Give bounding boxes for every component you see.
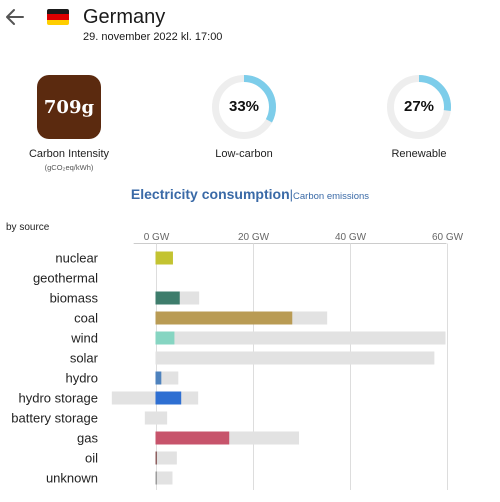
carbon-intensity-label: Carbon Intensity (28, 148, 110, 160)
carbon-intensity-unit: (gCO₂eq/kWh) (44, 163, 94, 172)
datetime: 29. november 2022 kl. 17:00 (83, 31, 223, 43)
tick-label: 20 GW (238, 232, 270, 243)
capacity-bar (111, 391, 199, 405)
source-label-hydro-storage: hydro storage (19, 391, 99, 406)
consumption-chart: 0 GW 20 GW 40 GW 60 GW nuclear geothermal biom… (11, 232, 464, 490)
tick-label: 60 GW (432, 232, 464, 243)
source-label-geothermal: geothermal (33, 271, 98, 286)
carbon-intensity-value: 709g (43, 96, 95, 118)
production-bar (155, 391, 182, 405)
source-label-hydro: hydro (65, 371, 98, 386)
source-label-battery-storage: battery storage (11, 411, 98, 426)
production-bar (155, 331, 175, 345)
source-label-gas: gas (77, 431, 98, 446)
chart-tabs: Electricity consumption|Carbon emissions (0, 186, 500, 204)
production-bar (155, 431, 230, 445)
capacity-bar (155, 471, 173, 485)
source-label-solar: solar (70, 351, 99, 366)
flag-stripe-black (47, 9, 69, 15)
capacity-bar (155, 331, 446, 345)
tick-label: 40 GW (335, 232, 367, 243)
production-bar (155, 371, 162, 385)
flag-stripe-red (47, 14, 69, 20)
production-bar (155, 291, 180, 305)
source-label-nuclear: nuclear (55, 251, 98, 266)
carbon-intensity-box: 709g (37, 75, 101, 139)
germany-flag-icon (47, 9, 69, 25)
source-label-unknown: unknown (46, 471, 98, 486)
flag-stripe-gold (47, 19, 69, 25)
source-label-coal: coal (74, 311, 98, 326)
production-bar (155, 251, 173, 265)
tab-separator: | (289, 187, 294, 202)
header: Germany 29. november 2022 kl. 17:00 (0, 0, 500, 50)
capacity-bar (155, 451, 177, 465)
production-bar (155, 311, 293, 325)
low-carbon-value: 33% (228, 98, 260, 115)
low-carbon-gauge-fill (212, 75, 276, 139)
source-label-oil: oil (85, 451, 98, 466)
production-bar (155, 471, 157, 485)
low-carbon-label: Low-carbon (215, 148, 273, 160)
source-label-biomass: biomass (50, 291, 99, 306)
back-arrow-icon[interactable] (4, 6, 26, 28)
by-source-label: by source (6, 222, 50, 233)
renewable-value: 27% (403, 98, 435, 115)
production-bar (155, 451, 157, 465)
renewable-label: Renewable (391, 148, 447, 160)
capacity-bar (144, 411, 168, 425)
tick-label: 0 GW (144, 232, 170, 243)
renewable-gauge-fill (387, 75, 451, 139)
renewable-gauge (387, 75, 451, 139)
tab-carbon-emissions[interactable]: Carbon emissions (293, 191, 370, 202)
source-label-wind: wind (70, 331, 98, 346)
capacity-bar (155, 351, 435, 365)
low-carbon-gauge (212, 75, 276, 139)
zone-title: Germany (83, 6, 166, 28)
tab-electricity-consumption[interactable]: Electricity consumption (130, 186, 290, 202)
